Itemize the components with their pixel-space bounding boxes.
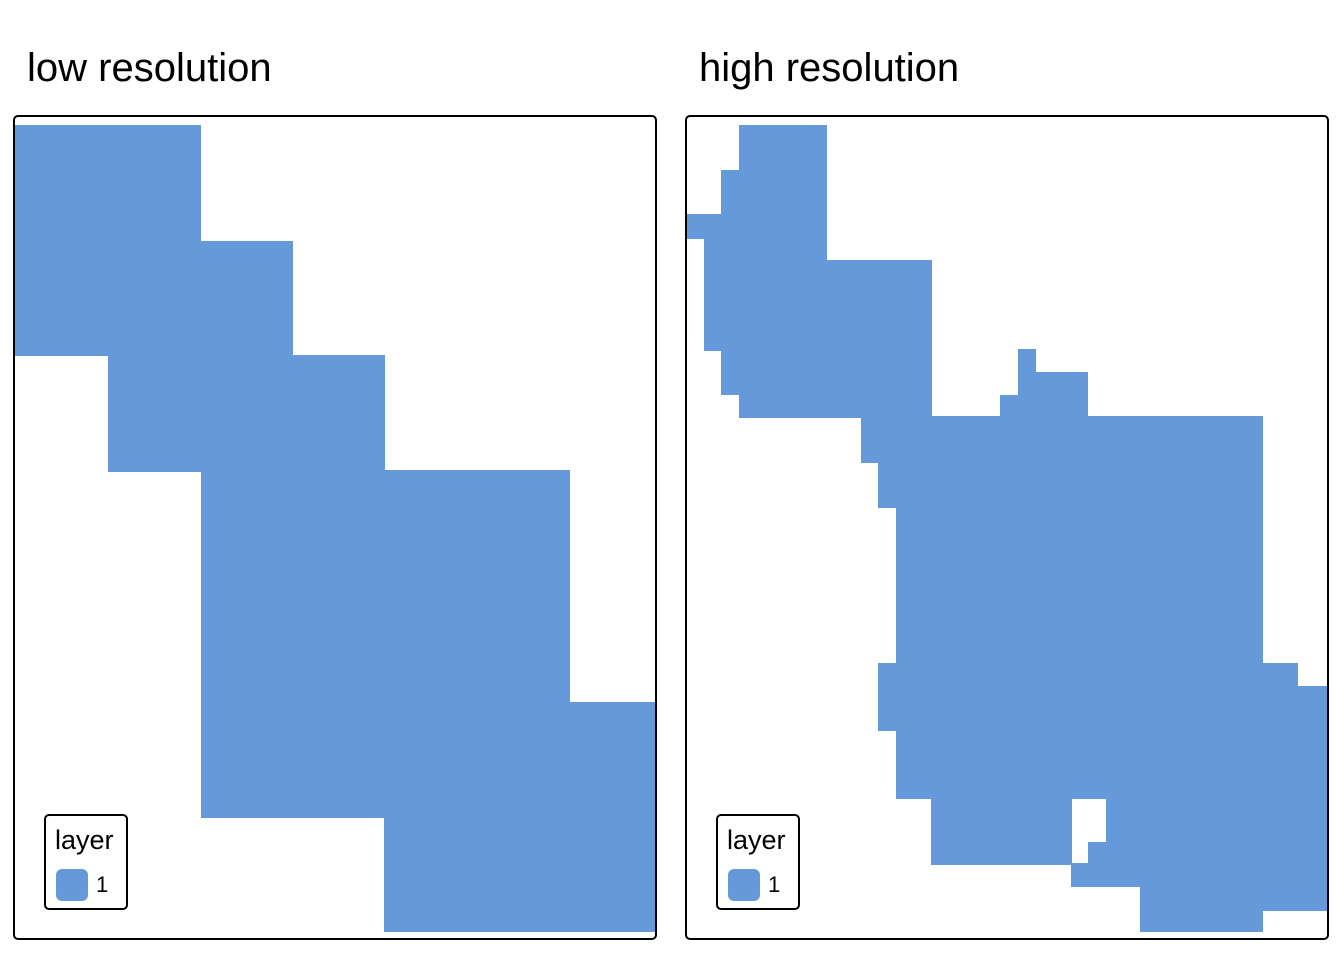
raster-map-low-resolution xyxy=(15,125,655,932)
raster-cell xyxy=(15,125,201,356)
legend-swatch xyxy=(56,869,88,901)
raster-cell xyxy=(721,349,932,395)
raster-cell xyxy=(1071,863,1327,887)
raster-cell xyxy=(739,393,932,418)
raster-cell xyxy=(687,214,827,239)
legend: layer 1 xyxy=(44,814,128,910)
raster-cell xyxy=(108,355,385,472)
raster-cell xyxy=(1298,686,1327,731)
panel-title-high-resolution: high resolution xyxy=(699,46,960,90)
map-panel-high-resolution: layer 1 xyxy=(685,115,1329,940)
raster-cell xyxy=(896,729,1327,799)
raster-cell xyxy=(201,470,570,818)
legend-swatch xyxy=(728,869,760,901)
raster-cell xyxy=(931,797,1072,865)
legend: layer 1 xyxy=(716,814,800,910)
legend-label: 1 xyxy=(96,872,109,897)
raster-cell xyxy=(568,702,655,818)
panel-title-low-resolution: low resolution xyxy=(27,46,272,90)
raster-cell xyxy=(704,260,932,351)
raster-cell xyxy=(704,237,827,262)
raster-cell xyxy=(739,125,827,171)
raster-cell xyxy=(1000,395,1036,418)
legend-title: layer xyxy=(55,825,114,855)
raster-cell xyxy=(878,461,1263,508)
legend-title: layer xyxy=(727,825,786,855)
raster-cell xyxy=(721,170,827,216)
raster-cell xyxy=(1106,797,1327,844)
raster-cell xyxy=(1018,349,1036,374)
raster-layer-cells xyxy=(15,125,655,932)
raster-cell xyxy=(861,416,1263,463)
legend-label: 1 xyxy=(768,872,781,897)
raster-cell xyxy=(1140,885,1327,911)
map-panel-low-resolution: layer 1 xyxy=(13,115,657,940)
raster-cell xyxy=(896,506,1263,665)
raster-layer-cells xyxy=(687,125,1327,932)
raster-cell xyxy=(1088,842,1327,865)
raster-cell xyxy=(878,663,1298,731)
raster-cell xyxy=(384,816,655,932)
raster-cell xyxy=(1140,909,1263,932)
raster-map-high-resolution xyxy=(687,125,1327,932)
raster-cell xyxy=(201,241,293,356)
